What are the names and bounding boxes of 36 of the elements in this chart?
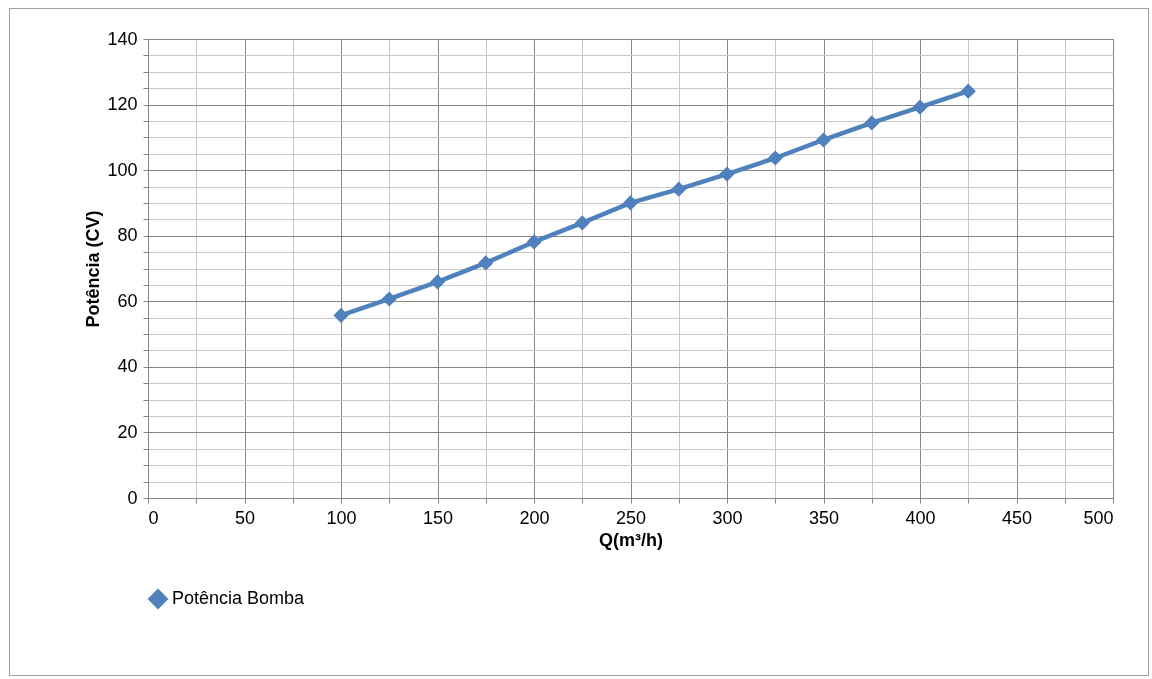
y-tick-label: 120 [107,94,138,115]
x-tick-label: 350 [808,507,840,528]
y-tick-label: 80 [117,225,138,246]
x-tick-label: 50 [234,507,256,528]
point [381,291,397,307]
point [912,99,928,115]
y-tick-label: 40 [117,356,138,377]
point [478,255,494,271]
x-tick-label: 400 [905,507,936,528]
y-axis-title: Potência (CV) [83,210,104,328]
x-tick-label: 150 [422,507,454,528]
point [574,215,590,231]
x-tick-label: 450 [1001,507,1033,528]
y-tick-label: 0 [127,487,138,508]
y-tick-label: 100 [107,159,138,180]
x-tick-label: 0 [148,507,159,528]
x-tick-label: 500 [1083,507,1114,528]
x-tick-label: 200 [519,507,550,528]
y-tick-label: 60 [117,290,138,311]
x-axis-title: Q(m³/h) [599,529,663,550]
point [815,132,832,148]
point [429,274,446,290]
x-tick-label: 250 [615,507,647,528]
legend-label: Potência Bomba [172,588,306,608]
point [719,166,735,182]
x-tick-label: 100 [326,507,357,528]
point [960,83,976,99]
point [333,307,349,323]
point [526,234,542,250]
y-tick-label: 20 [117,421,138,442]
point [767,150,783,166]
point [622,195,639,211]
x-tick-label: 300 [712,507,743,528]
point [671,181,687,197]
y-tick-label: 140 [107,28,138,49]
point [864,115,880,131]
